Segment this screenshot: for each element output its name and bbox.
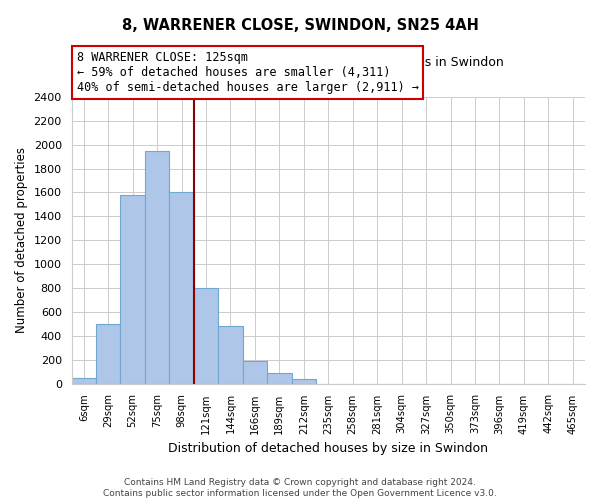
Y-axis label: Number of detached properties: Number of detached properties <box>15 147 28 333</box>
Bar <box>267 373 292 384</box>
Text: 8 WARRENER CLOSE: 125sqm
← 59% of detached houses are smaller (4,311)
40% of sem: 8 WARRENER CLOSE: 125sqm ← 59% of detach… <box>77 51 419 94</box>
Text: 8, WARRENER CLOSE, SWINDON, SN25 4AH: 8, WARRENER CLOSE, SWINDON, SN25 4AH <box>122 18 478 32</box>
Bar <box>169 192 194 384</box>
Title: Size of property relative to detached houses in Swindon: Size of property relative to detached ho… <box>153 56 503 70</box>
Bar <box>96 324 121 384</box>
Bar <box>71 378 96 384</box>
Bar <box>194 288 218 384</box>
X-axis label: Distribution of detached houses by size in Swindon: Distribution of detached houses by size … <box>168 442 488 455</box>
Bar <box>242 361 267 384</box>
Bar <box>292 380 316 384</box>
Bar <box>218 326 242 384</box>
Bar <box>121 196 145 384</box>
Bar <box>145 150 169 384</box>
Text: Contains HM Land Registry data © Crown copyright and database right 2024.
Contai: Contains HM Land Registry data © Crown c… <box>103 478 497 498</box>
